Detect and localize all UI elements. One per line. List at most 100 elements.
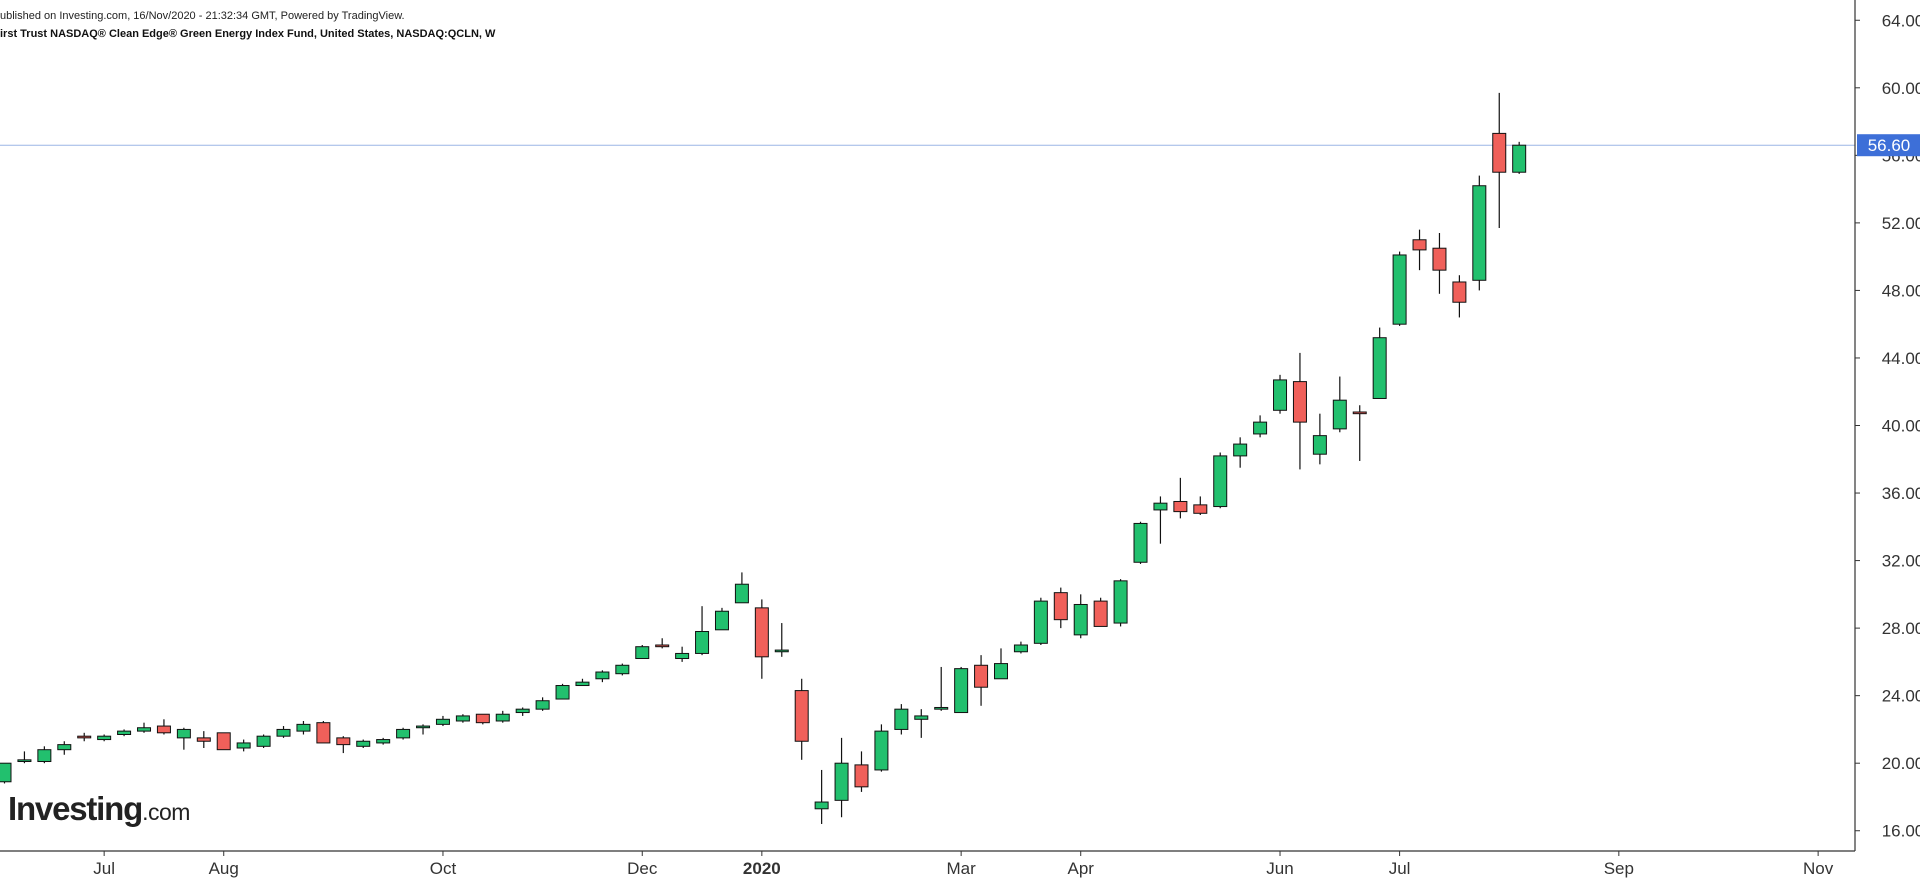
candle (515, 707, 530, 716)
candle (1432, 233, 1447, 294)
candle (854, 751, 869, 792)
candle-body (974, 664, 989, 688)
candle (1352, 405, 1367, 461)
candle (396, 727, 411, 740)
candle (296, 720, 311, 735)
candle (555, 683, 570, 700)
candle-body (1013, 644, 1028, 653)
candle (256, 734, 271, 749)
candle (1292, 352, 1307, 470)
candle-body (117, 730, 132, 735)
candle (695, 606, 710, 656)
candle-body (894, 708, 909, 730)
candle-body (356, 740, 371, 747)
candle (77, 732, 92, 742)
candle (1113, 579, 1128, 627)
candle-body (954, 668, 969, 714)
candle-body (1073, 603, 1088, 636)
candle-body (1392, 254, 1407, 325)
candle-body (535, 700, 550, 710)
candle-body (714, 610, 729, 631)
candle (1512, 141, 1527, 174)
candle-body (77, 735, 92, 739)
candle (196, 731, 211, 749)
candle (495, 710, 510, 723)
candle-body (416, 725, 431, 729)
candle (1193, 496, 1208, 515)
candle (1153, 496, 1168, 544)
candle (1372, 327, 1387, 399)
x-tick-label: Sep (1604, 859, 1634, 878)
candle-body (1312, 435, 1327, 455)
candle-body (854, 764, 869, 788)
candle (754, 599, 769, 679)
candle-body (475, 713, 490, 724)
candle-body (1412, 239, 1427, 251)
x-tick-label: Nov (1803, 859, 1834, 878)
last-price-badge (1857, 134, 1920, 157)
candle-body (1512, 144, 1527, 173)
candle (874, 724, 889, 772)
candle-body (276, 728, 291, 737)
candle-body (1253, 421, 1268, 435)
candle (216, 732, 231, 751)
candle-body (435, 718, 450, 725)
candle-body (555, 685, 570, 700)
candle (615, 663, 630, 676)
candle-body (176, 728, 191, 739)
candle (655, 638, 670, 649)
candle (336, 736, 351, 754)
candle-body (575, 681, 590, 687)
candle-body (316, 722, 331, 744)
candle-body (874, 730, 889, 771)
candle (1233, 437, 1248, 468)
candle (894, 704, 909, 735)
candle (276, 726, 291, 738)
x-tick-label: Apr (1067, 859, 1094, 878)
candle-body (615, 664, 630, 675)
candle-body (1113, 580, 1128, 624)
candle-body (236, 742, 251, 749)
candle (734, 572, 749, 604)
candle (1472, 175, 1487, 291)
candle-body (1332, 399, 1347, 430)
y-tick-label: 16.00 (1882, 822, 1920, 841)
candle-body (376, 739, 391, 744)
candle (416, 724, 431, 735)
candle (914, 709, 929, 738)
y-tick-label: 20.00 (1882, 754, 1920, 773)
candle (1033, 597, 1048, 646)
candle-body (1372, 337, 1387, 399)
candle (714, 607, 729, 631)
candle (0, 762, 12, 784)
candle (794, 678, 809, 760)
candle-body (1133, 522, 1148, 563)
candle (1332, 376, 1347, 433)
candle (535, 697, 550, 711)
x-tick-label: Jul (93, 859, 115, 878)
candle (1452, 275, 1467, 318)
candle (1093, 597, 1108, 627)
candle-body (17, 759, 32, 763)
y-tick-label: 28.00 (1882, 619, 1920, 638)
candle-body (156, 725, 171, 734)
candle (435, 715, 450, 727)
y-tick-label: 40.00 (1882, 417, 1920, 436)
candle (57, 741, 72, 755)
candle (1312, 413, 1327, 465)
candle (137, 722, 152, 733)
candle-body (336, 737, 351, 746)
candle (974, 655, 989, 706)
candle-body (934, 706, 949, 710)
y-tick-label: 44.00 (1882, 349, 1920, 368)
candle (236, 739, 251, 752)
y-tick-label: 64.00 (1882, 11, 1920, 30)
candle (994, 648, 1008, 680)
candle (1053, 587, 1068, 629)
candle (1392, 251, 1407, 326)
candle-body (515, 708, 530, 714)
symbol-title: irst Trust NASDAQ® Clean Edge® Green Ene… (0, 28, 496, 40)
candle-body (196, 737, 211, 742)
candle-body (495, 713, 510, 722)
